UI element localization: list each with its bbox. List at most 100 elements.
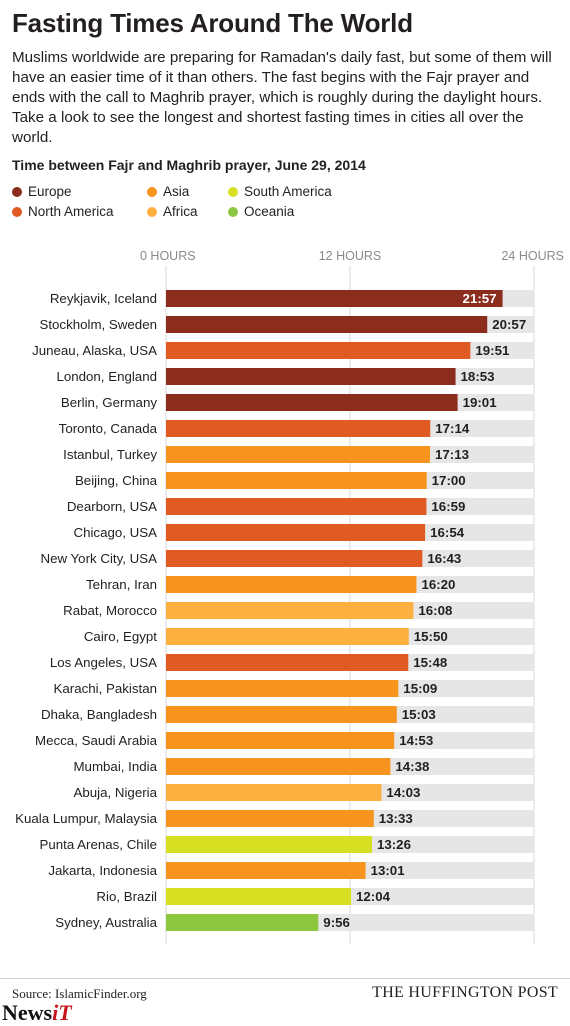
legend-label-europe: Europe xyxy=(28,184,72,199)
bar-chart: 0 HOURS 12 HOURS 24 HOURS Reykjavik, Icelan… xyxy=(15,249,564,944)
category-label-abuja-nigeria: Abuja, Nigeria xyxy=(73,785,157,800)
value-label-sydney-australia: 9:56 xyxy=(323,915,350,930)
legend-item-south-america: South America xyxy=(228,184,332,199)
value-label-rabat-morocco: 16:08 xyxy=(418,603,452,618)
value-label-punta-arenas-chile: 13:26 xyxy=(377,837,411,852)
legend-label-south-america: South America xyxy=(244,184,332,199)
value-label-new-york-city-usa: 16:43 xyxy=(427,551,461,566)
bar-tehran-iran xyxy=(166,576,417,593)
legend-label-oceania: Oceania xyxy=(244,204,295,219)
bar-chicago-usa xyxy=(166,524,426,541)
chart-subtitle: Time between Fajr and Maghrib prayer, Ju… xyxy=(12,157,366,173)
value-label-mecca-saudi-arabia: 14:53 xyxy=(399,733,433,748)
legend-swatch-south-america xyxy=(228,187,238,197)
legend-swatch-oceania xyxy=(228,207,238,217)
bar-punta-arenas-chile xyxy=(166,836,372,853)
value-label-stockholm-sweden: 20:57 xyxy=(492,317,526,332)
bar-new-york-city-usa xyxy=(166,550,423,567)
source-credit: Source: IslamicFinder.org xyxy=(12,986,147,1001)
category-label-karachi-pakistan: Karachi, Pakistan xyxy=(54,681,157,696)
legend-label-asia: Asia xyxy=(163,184,190,199)
value-label-jakarta-indonesia: 13:01 xyxy=(371,863,406,878)
legend-label-north-america: North America xyxy=(28,204,114,219)
category-label-tehran-iran: Tehran, Iran xyxy=(86,577,157,592)
value-label-tehran-iran: 16:20 xyxy=(421,577,455,592)
category-label-mecca-saudi-arabia: Mecca, Saudi Arabia xyxy=(35,733,158,748)
bar-mecca-saudi-arabia xyxy=(166,732,395,749)
category-label-kuala-lumpur-malaysia: Kuala Lumpur, Malaysia xyxy=(15,811,158,826)
category-label-dearborn-usa: Dearborn, USA xyxy=(67,499,157,514)
footer-divider xyxy=(0,978,570,979)
category-label-jakarta-indonesia: Jakarta, Indonesia xyxy=(48,863,157,878)
legend-swatch-north-america xyxy=(12,207,22,217)
bar-mumbai-india xyxy=(166,758,391,775)
value-label-dearborn-usa: 16:59 xyxy=(431,499,465,514)
legend-item-africa: Africa xyxy=(147,204,198,219)
legend-item-asia: Asia xyxy=(147,184,189,199)
category-label-mumbai-india: Mumbai, India xyxy=(73,759,157,774)
x-tick-label-24: 24 HOURS xyxy=(501,249,564,263)
bar-reykjavik-iceland xyxy=(166,290,503,307)
value-label-juneau-alaska-usa: 19:51 xyxy=(475,343,510,358)
value-label-cairo-egypt: 15:50 xyxy=(414,629,448,644)
bar-rabat-morocco xyxy=(166,602,414,619)
legend-label-africa: Africa xyxy=(163,204,198,219)
category-label-beijing-china: Beijing, China xyxy=(75,473,158,488)
bar-beijing-china xyxy=(166,472,427,489)
bar-los-angeles-usa xyxy=(166,654,409,671)
bar-rio-brazil xyxy=(166,888,352,905)
bar-juneau-alaska-usa xyxy=(166,342,471,359)
bar-stockholm-sweden xyxy=(166,316,488,333)
legend: Europe Asia South America North America … xyxy=(12,184,560,224)
category-label-stockholm-sweden: Stockholm, Sweden xyxy=(39,317,157,332)
value-label-toronto-canada: 17:14 xyxy=(435,421,470,436)
x-tick-label-0: 0 HOURS xyxy=(140,249,196,263)
bar-sydney-australia xyxy=(166,914,319,931)
category-label-los-angeles-usa: Los Angeles, USA xyxy=(50,655,157,670)
bar-london-england xyxy=(166,368,456,385)
bar-jakarta-indonesia xyxy=(166,862,366,879)
bar-cairo-egypt xyxy=(166,628,409,645)
value-label-istanbul-turkey: 17:13 xyxy=(435,447,469,462)
category-label-rabat-morocco: Rabat, Morocco xyxy=(63,603,157,618)
value-label-london-england: 18:53 xyxy=(461,369,495,384)
category-label-juneau-alaska-usa: Juneau, Alaska, USA xyxy=(32,343,157,358)
value-label-abuja-nigeria: 14:03 xyxy=(386,785,420,800)
bar-istanbul-turkey xyxy=(166,446,430,463)
category-label-sydney-australia: Sydney, Australia xyxy=(55,915,157,930)
value-label-rio-brazil: 12:04 xyxy=(356,889,391,904)
bar-toronto-canada xyxy=(166,420,431,437)
intro-text: Muslims worldwide are preparing for Rama… xyxy=(12,49,552,146)
category-label-reykjavik-iceland: Reykjavik, Iceland xyxy=(50,291,157,306)
legend-item-europe: Europe xyxy=(12,184,72,199)
value-label-beijing-china: 17:00 xyxy=(432,473,466,488)
bar-karachi-pakistan xyxy=(166,680,399,697)
legend-item-oceania: Oceania xyxy=(228,204,294,219)
value-label-mumbai-india: 14:38 xyxy=(395,759,429,774)
legend-item-north-america: North America xyxy=(12,204,114,219)
legend-swatch-africa xyxy=(147,207,157,217)
category-label-istanbul-turkey: Istanbul, Turkey xyxy=(63,447,157,462)
value-label-dhaka-bangladesh: 15:03 xyxy=(402,707,436,722)
brand-logo: THE HUFFINGTON POST xyxy=(372,984,558,1001)
category-label-dhaka-bangladesh: Dhaka, Bangladesh xyxy=(41,707,157,722)
value-label-reykjavik-iceland: 21:57 xyxy=(463,291,497,306)
value-label-chicago-usa: 16:54 xyxy=(430,525,465,540)
bar-abuja-nigeria xyxy=(166,784,382,801)
category-label-rio-brazil: Rio, Brazil xyxy=(96,889,157,904)
category-label-berlin-germany: Berlin, Germany xyxy=(61,395,157,410)
category-label-london-england: London, England xyxy=(56,369,157,384)
bar-berlin-germany xyxy=(166,394,458,411)
bar-kuala-lumpur-malaysia xyxy=(166,810,374,827)
watermark-logo: NewsiT xyxy=(2,1000,72,1026)
category-label-toronto-canada: Toronto, Canada xyxy=(59,421,158,436)
legend-swatch-asia xyxy=(147,187,157,197)
value-label-karachi-pakistan: 15:09 xyxy=(403,681,437,696)
legend-swatch-europe xyxy=(12,187,22,197)
x-tick-label-12: 12 HOURS xyxy=(319,249,382,263)
category-label-chicago-usa: Chicago, USA xyxy=(73,525,157,540)
value-label-berlin-germany: 19:01 xyxy=(463,395,498,410)
bar-dearborn-usa xyxy=(166,498,427,515)
category-label-cairo-egypt: Cairo, Egypt xyxy=(84,629,157,644)
watermark-text-a: News xyxy=(2,1000,53,1025)
